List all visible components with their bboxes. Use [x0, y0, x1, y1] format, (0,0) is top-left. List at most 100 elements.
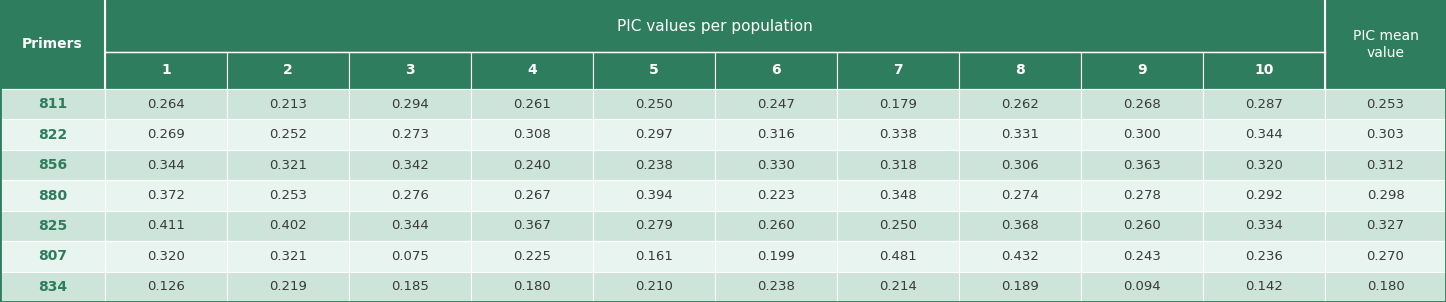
Bar: [593, 180, 714, 211]
Bar: [106, 0, 1325, 52]
Text: 0.213: 0.213: [269, 98, 307, 111]
Bar: [227, 271, 348, 302]
Bar: [593, 150, 714, 180]
Bar: [714, 241, 837, 271]
Bar: [1082, 211, 1203, 241]
Text: 0.261: 0.261: [513, 98, 551, 111]
Text: 880: 880: [38, 188, 67, 203]
Text: 0.126: 0.126: [147, 280, 185, 293]
Bar: [227, 180, 348, 211]
Bar: [348, 52, 471, 89]
Text: 8: 8: [1015, 63, 1025, 78]
Text: 834: 834: [38, 280, 67, 294]
Text: 0.238: 0.238: [758, 280, 795, 293]
Bar: [106, 271, 227, 302]
Text: 0.368: 0.368: [1001, 220, 1038, 233]
Text: 856: 856: [38, 158, 67, 172]
Text: 0.292: 0.292: [1245, 189, 1283, 202]
Text: 0.247: 0.247: [758, 98, 795, 111]
Text: 0.214: 0.214: [879, 280, 917, 293]
Bar: [959, 211, 1082, 241]
Bar: [714, 211, 837, 241]
Text: 0.300: 0.300: [1124, 128, 1161, 141]
Bar: [959, 52, 1082, 89]
Bar: [348, 271, 471, 302]
Text: 0.316: 0.316: [758, 128, 795, 141]
Bar: [106, 150, 227, 180]
Bar: [1325, 150, 1446, 180]
Text: 0.402: 0.402: [269, 220, 307, 233]
Text: 0.394: 0.394: [635, 189, 672, 202]
Text: 0.334: 0.334: [1245, 220, 1283, 233]
Text: 0.298: 0.298: [1366, 189, 1404, 202]
Bar: [106, 241, 227, 271]
Text: 0.268: 0.268: [1124, 98, 1161, 111]
Bar: [0, 89, 106, 119]
Text: 0.338: 0.338: [879, 128, 917, 141]
Text: 0.274: 0.274: [1001, 189, 1038, 202]
Bar: [1203, 119, 1325, 150]
Bar: [1203, 211, 1325, 241]
Bar: [471, 52, 593, 89]
Bar: [837, 211, 959, 241]
Text: 0.262: 0.262: [1001, 98, 1038, 111]
Bar: [837, 241, 959, 271]
Text: 0.308: 0.308: [513, 128, 551, 141]
Bar: [714, 180, 837, 211]
Text: 0.185: 0.185: [390, 280, 429, 293]
Text: 0.273: 0.273: [390, 128, 429, 141]
Text: 0.367: 0.367: [513, 220, 551, 233]
Bar: [1203, 150, 1325, 180]
Bar: [714, 52, 837, 89]
Text: 0.363: 0.363: [1124, 159, 1161, 172]
Bar: [593, 271, 714, 302]
Bar: [959, 180, 1082, 211]
Bar: [0, 0, 106, 89]
Bar: [348, 119, 471, 150]
Text: 0.199: 0.199: [758, 250, 795, 263]
Text: 5: 5: [649, 63, 659, 78]
Bar: [1082, 271, 1203, 302]
Bar: [714, 150, 837, 180]
Text: 7: 7: [894, 63, 902, 78]
Bar: [714, 119, 837, 150]
Text: 0.321: 0.321: [269, 250, 307, 263]
Bar: [106, 52, 227, 89]
Text: 0.327: 0.327: [1366, 220, 1404, 233]
Bar: [0, 150, 106, 180]
Text: 0.344: 0.344: [147, 159, 185, 172]
Text: 0.253: 0.253: [269, 189, 307, 202]
Bar: [1082, 89, 1203, 119]
Bar: [1325, 241, 1446, 271]
Bar: [837, 89, 959, 119]
Text: 0.306: 0.306: [1001, 159, 1038, 172]
Bar: [106, 89, 227, 119]
Bar: [348, 241, 471, 271]
Text: 4: 4: [528, 63, 536, 78]
Text: 0.264: 0.264: [147, 98, 185, 111]
Text: 0.075: 0.075: [390, 250, 429, 263]
Text: 0.279: 0.279: [635, 220, 672, 233]
Bar: [1203, 180, 1325, 211]
Text: 0.312: 0.312: [1366, 159, 1404, 172]
Text: 0.432: 0.432: [1001, 250, 1038, 263]
Text: 0.270: 0.270: [1366, 250, 1404, 263]
Bar: [0, 119, 106, 150]
Text: 0.250: 0.250: [879, 220, 917, 233]
Text: 0.320: 0.320: [147, 250, 185, 263]
Text: 0.180: 0.180: [513, 280, 551, 293]
Bar: [106, 180, 227, 211]
Text: 0.240: 0.240: [513, 159, 551, 172]
Bar: [1203, 271, 1325, 302]
Bar: [0, 241, 106, 271]
Text: 0.219: 0.219: [269, 280, 307, 293]
Text: 0.344: 0.344: [1245, 128, 1283, 141]
Bar: [593, 119, 714, 150]
Bar: [1082, 150, 1203, 180]
Text: 6: 6: [771, 63, 781, 78]
Bar: [1203, 52, 1325, 89]
Text: 0.236: 0.236: [1245, 250, 1283, 263]
Bar: [227, 150, 348, 180]
Text: 0.303: 0.303: [1366, 128, 1404, 141]
Text: 0.253: 0.253: [1366, 98, 1404, 111]
